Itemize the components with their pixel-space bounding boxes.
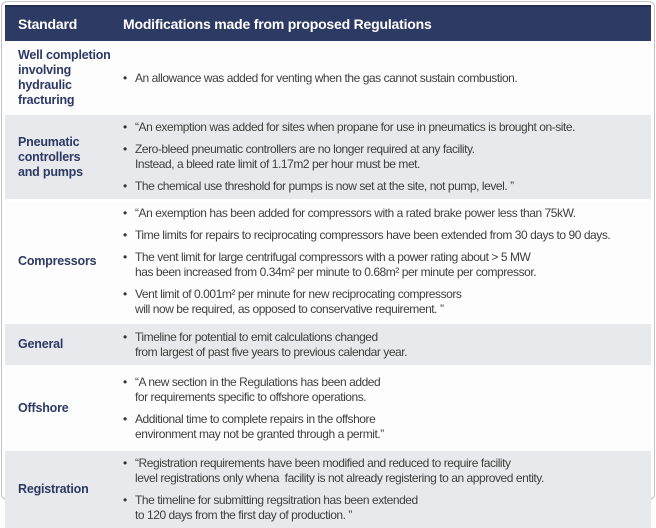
bullet-item: • “A new section in the Regulations has … bbox=[123, 375, 647, 405]
bullet-dot: • bbox=[123, 179, 135, 194]
table-row: General • Timeline for potential to emit… bbox=[5, 324, 651, 365]
bullet-text: Timeline for potential to emit calculati… bbox=[135, 330, 407, 360]
bullet-text: The chemical use threshold for pumps is … bbox=[135, 179, 514, 194]
header-standard: Standard bbox=[5, 16, 117, 32]
bullet-item: • “An exemption has been added for compr… bbox=[123, 206, 647, 221]
bullet-dot: • bbox=[123, 206, 135, 221]
modifications-cell: • “An exemption has been added for compr… bbox=[117, 201, 651, 322]
bullet-dot: • bbox=[123, 287, 135, 302]
bullet-text: “A new section in the Regulations has be… bbox=[135, 375, 380, 405]
bullet-dot: • bbox=[123, 375, 135, 390]
bullet-dot: • bbox=[123, 228, 135, 243]
table-row: Offshore • “A new section in the Regulat… bbox=[5, 367, 651, 449]
bullet-dot: • bbox=[123, 142, 135, 157]
standard-cell: Well completion involving hydraulic frac… bbox=[5, 43, 117, 113]
bullet-item: • Time limits for repairs to reciprocati… bbox=[123, 228, 647, 243]
bullet-item: • Zero-bleed pneumatic controllers are n… bbox=[123, 142, 647, 172]
bullet-item: • An allowance was added for venting whe… bbox=[123, 71, 647, 86]
table-frame: Standard Modifications made from propose… bbox=[1, 1, 655, 500]
modifications-cell: • “A new section in the Regulations has … bbox=[117, 367, 651, 449]
bullet-item: • “Registration requirements have been m… bbox=[123, 456, 647, 486]
bullet-text: “An exemption has been added for compres… bbox=[135, 206, 576, 221]
bullet-text: “An exemption was added for sites when p… bbox=[135, 120, 575, 135]
modifications-cell: • Timeline for potential to emit calcula… bbox=[117, 324, 651, 365]
modifications-cell: • “Registration requirements have been m… bbox=[117, 451, 651, 528]
table-row: Well completion involving hydraulic frac… bbox=[5, 43, 651, 113]
bullet-item: • Vent limit of 0.001m² per minute for n… bbox=[123, 287, 647, 317]
bullet-dot: • bbox=[123, 412, 135, 427]
standard-cell: General bbox=[5, 324, 117, 365]
bullet-item: • The chemical use threshold for pumps i… bbox=[123, 179, 647, 194]
bullet-text: Additional time to complete repairs in t… bbox=[135, 412, 384, 442]
bullet-dot: • bbox=[123, 456, 135, 471]
standard-cell: Pneumatic controllers and pumps bbox=[5, 115, 117, 199]
standard-cell: Registration bbox=[5, 451, 117, 528]
bullet-text: The vent limit for large centrifugal com… bbox=[135, 250, 536, 280]
bullet-item: • The vent limit for large centrifugal c… bbox=[123, 250, 647, 280]
standard-cell: Offshore bbox=[5, 367, 117, 449]
bullet-item: • Additional time to complete repairs in… bbox=[123, 412, 647, 442]
bullet-text: Zero-bleed pneumatic controllers are no … bbox=[135, 142, 475, 172]
modifications-cell: • An allowance was added for venting whe… bbox=[117, 43, 651, 113]
table-row: Pneumatic controllers and pumps • “An ex… bbox=[5, 115, 651, 199]
bullet-item: • Timeline for potential to emit calcula… bbox=[123, 330, 647, 360]
table-row: Compressors • “An exemption has been add… bbox=[5, 201, 651, 322]
bullet-item: • The timeline for submitting regsitrati… bbox=[123, 493, 647, 523]
bullet-text: Vent limit of 0.001m² per minute for new… bbox=[135, 287, 461, 317]
bullet-text: The timeline for submitting regsitration… bbox=[135, 493, 418, 523]
bullet-dot: • bbox=[123, 250, 135, 265]
standards-table: Standard Modifications made from propose… bbox=[5, 5, 651, 496]
bullet-text: An allowance was added for venting when … bbox=[135, 71, 517, 86]
bullet-text: Time limits for repairs to reciprocating… bbox=[135, 228, 610, 243]
bullet-dot: • bbox=[123, 71, 135, 86]
table-header: Standard Modifications made from propose… bbox=[5, 5, 651, 41]
bullet-item: • “An exemption was added for sites when… bbox=[123, 120, 647, 135]
table-row: Registration • “Registration requirement… bbox=[5, 451, 651, 528]
bullet-dot: • bbox=[123, 330, 135, 345]
bullet-text: “Registration requirements have been mod… bbox=[135, 456, 544, 486]
header-modifications: Modifications made from proposed Regulat… bbox=[117, 16, 651, 32]
modifications-cell: • “An exemption was added for sites when… bbox=[117, 115, 651, 199]
bullet-dot: • bbox=[123, 120, 135, 135]
standard-cell: Compressors bbox=[5, 201, 117, 322]
